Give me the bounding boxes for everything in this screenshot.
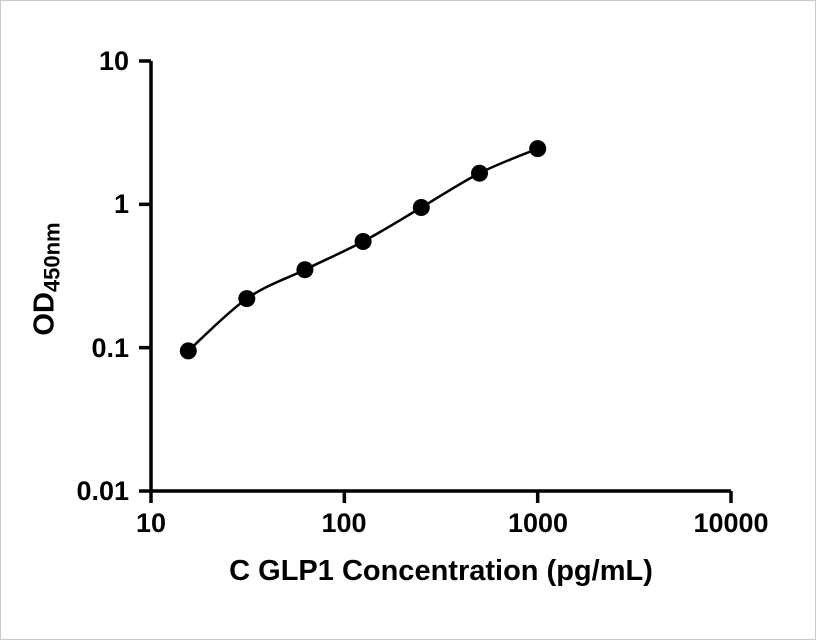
y-axis-title: OD450nm	[29, 222, 66, 335]
x-tick-label: 10000	[693, 508, 769, 538]
y-axis-title-main: OD	[28, 292, 61, 336]
x-tick-label: 1000	[507, 508, 569, 538]
x-axis-title: C GLP1 Concentration (pg/mL)	[229, 555, 653, 587]
x-tick-label: 100	[321, 508, 367, 538]
data-point	[412, 199, 430, 216]
axes	[149, 61, 731, 493]
y-tick-label: 10	[98, 46, 129, 76]
x-tick-label: 10	[135, 508, 167, 538]
data-point	[529, 140, 547, 158]
data-point	[354, 233, 372, 250]
y-tick-label: 1	[113, 189, 129, 219]
data-point	[471, 164, 488, 182]
data-point	[179, 342, 197, 360]
y-tick-label: 0.1	[91, 333, 129, 363]
data-point	[238, 290, 256, 308]
y-tick-label: 0.01	[76, 476, 129, 506]
data-point	[296, 261, 314, 279]
y-axis-title-subscript: 450nm	[39, 222, 65, 293]
